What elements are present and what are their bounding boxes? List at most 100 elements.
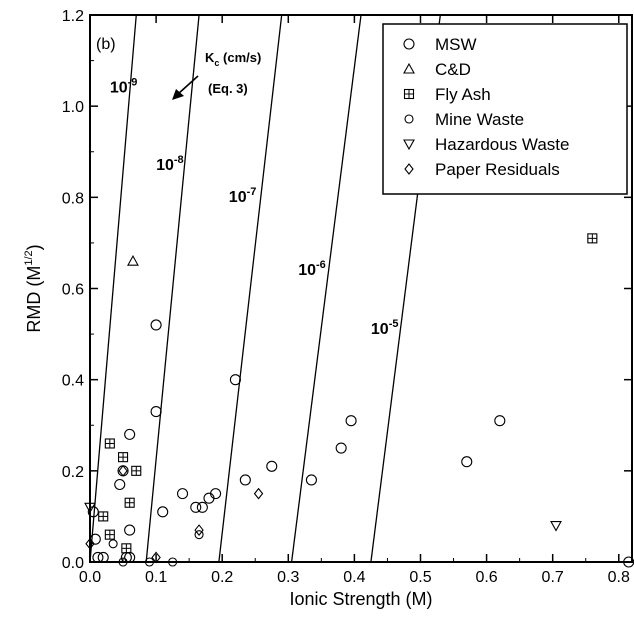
y-axis-title: RMD (M1/2) xyxy=(23,244,44,332)
kc-annotation: Kc (cm/s) xyxy=(205,50,261,68)
contour-label-base: 10 xyxy=(371,321,389,338)
data-point xyxy=(194,524,204,536)
data-point xyxy=(118,464,128,477)
y-axis-title-sup: 1/2 xyxy=(23,250,35,265)
data-point xyxy=(168,557,178,567)
marker-diamond xyxy=(118,464,128,477)
legend-box xyxy=(382,23,628,195)
data-point xyxy=(587,233,598,244)
series-c-d xyxy=(127,255,139,266)
series-hazardous-waste xyxy=(84,502,562,532)
x-tick-label: 0.0 xyxy=(79,569,101,586)
data-point xyxy=(550,520,562,532)
marker-circle xyxy=(150,319,162,331)
legend-marker xyxy=(404,163,414,175)
contour-label-base: 10 xyxy=(298,262,316,279)
marker-diamond xyxy=(85,537,95,550)
data-point xyxy=(121,543,132,554)
data-point xyxy=(124,524,136,536)
marker-small-circle xyxy=(108,539,118,549)
marker-circle xyxy=(190,501,202,513)
data-point xyxy=(461,456,473,468)
marker-triangle-up xyxy=(127,255,139,266)
y-tick-label: 1.2 xyxy=(62,8,84,25)
series-paper-residuals xyxy=(85,464,264,564)
contour-label: 10-6 xyxy=(298,259,326,279)
data-point xyxy=(114,478,126,491)
marker-circle xyxy=(239,474,251,486)
x-tick-label: 0.4 xyxy=(343,569,365,586)
marker-circle xyxy=(92,551,104,563)
data-point xyxy=(335,442,347,454)
legend-marker xyxy=(403,139,415,151)
data-point xyxy=(104,529,115,540)
contour-line xyxy=(145,15,200,562)
marker-circle xyxy=(114,478,126,491)
axis-ticks xyxy=(89,14,632,563)
data-point xyxy=(305,474,317,486)
contour-label-base: 10 xyxy=(156,157,174,174)
data-point xyxy=(144,557,155,567)
marker-small-circle xyxy=(404,114,414,124)
data-point xyxy=(150,319,162,331)
data-point xyxy=(92,551,104,563)
x-axis-title: Ionic Strength (M) xyxy=(289,589,432,609)
marker-diamond xyxy=(404,163,414,175)
data-point xyxy=(85,537,95,550)
data-point xyxy=(151,551,161,564)
contour-label-base: 10 xyxy=(229,189,247,206)
data-point xyxy=(84,502,96,514)
contour-label: 10-5 xyxy=(371,318,399,338)
marker-circle xyxy=(494,415,506,427)
legend-label: Paper Residuals xyxy=(435,160,560,179)
data-point xyxy=(97,551,109,563)
data-point xyxy=(253,487,264,500)
contour-label: 10-7 xyxy=(229,186,257,206)
data-point xyxy=(210,488,222,500)
marker-small-circle xyxy=(144,557,155,567)
contour-label-exp: -5 xyxy=(389,318,399,330)
marker-circle xyxy=(124,524,136,536)
kc-arrow-shaft xyxy=(177,75,199,95)
series-msw xyxy=(87,319,634,568)
marker-circle xyxy=(176,488,189,500)
x-tick-label: 0.3 xyxy=(277,569,299,586)
data-point xyxy=(108,539,118,549)
data-point xyxy=(150,406,162,418)
data-point xyxy=(104,438,115,449)
legend-marker xyxy=(403,88,415,100)
marker-triangle-down xyxy=(550,520,562,532)
panel-label: (b) xyxy=(96,36,116,53)
marker-circle xyxy=(124,428,136,440)
y-axis-title-end: ) xyxy=(24,244,44,250)
marker-circle xyxy=(403,38,415,50)
marker-circle xyxy=(461,456,473,468)
contour-line xyxy=(218,15,283,562)
kc-equation: (Eq. 3) xyxy=(208,81,248,96)
y-tick-label: 0.4 xyxy=(62,373,84,390)
y-tick-label: 0.8 xyxy=(62,190,84,207)
data-point xyxy=(124,497,135,508)
data-marks xyxy=(84,233,634,568)
data-point xyxy=(196,501,208,513)
x-tick-label: 0.8 xyxy=(608,569,630,586)
data-point xyxy=(239,474,251,486)
data-point xyxy=(118,557,128,567)
contour-label-exp: -7 xyxy=(247,186,257,198)
marker-circle xyxy=(97,551,109,563)
kc-units: (cm/s) xyxy=(219,50,261,65)
data-point xyxy=(157,506,169,518)
data-point xyxy=(98,511,109,522)
data-point xyxy=(124,428,136,440)
contour-label-base: 10 xyxy=(110,79,128,96)
x-tick-label: 0.7 xyxy=(542,569,564,586)
y-tick-label: 1.0 xyxy=(62,99,84,116)
series-fly-ash xyxy=(98,233,598,554)
x-tick-label: 0.5 xyxy=(409,569,431,586)
marker-circle xyxy=(229,374,241,386)
marker-circle xyxy=(150,406,162,418)
legend-marker xyxy=(403,38,415,50)
marker-circle xyxy=(196,501,208,513)
marker-triangle-down xyxy=(84,502,96,514)
